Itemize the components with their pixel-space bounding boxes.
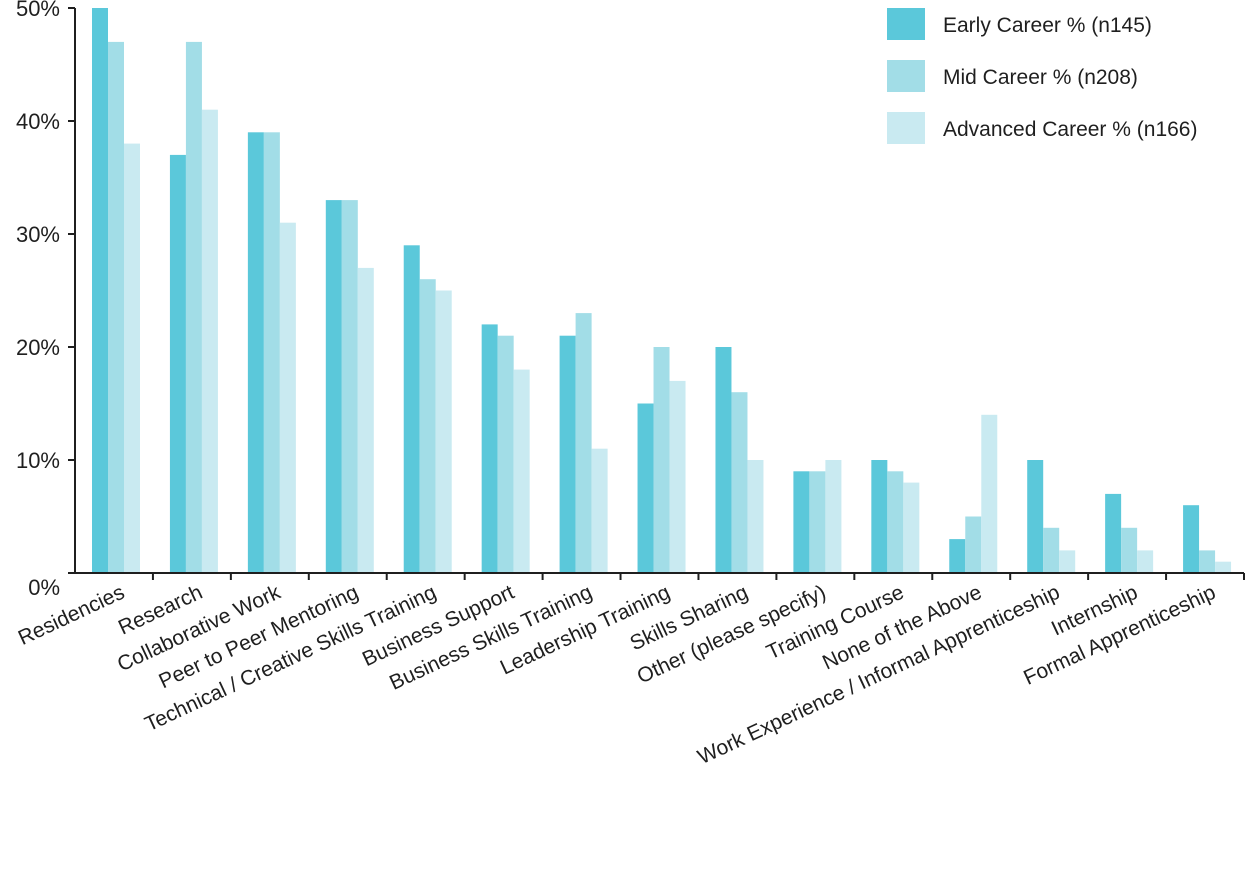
legend-label: Advanced Career % (n166) xyxy=(943,118,1197,141)
bar-1-8 xyxy=(637,403,654,573)
bar-2-12 xyxy=(965,516,982,573)
bar-3-14 xyxy=(1137,550,1154,573)
bar-2-8 xyxy=(653,347,670,573)
bar-2-10 xyxy=(809,471,826,573)
bar-2-7 xyxy=(575,313,592,573)
bar-3-10 xyxy=(825,460,842,573)
bar-3-15 xyxy=(1215,561,1232,573)
bar-2-4 xyxy=(341,200,358,573)
y-tick-label: 0% xyxy=(28,575,60,600)
bar-2-13 xyxy=(1043,527,1060,573)
bar-1-7 xyxy=(559,335,576,573)
bar-2-14 xyxy=(1121,527,1138,573)
bar-2-3 xyxy=(263,132,280,574)
y-tick-label: 10% xyxy=(16,448,60,473)
bar-2-2 xyxy=(185,41,202,573)
bar-3-5 xyxy=(435,290,452,573)
bar-3-3 xyxy=(279,222,296,573)
y-tick-label: 40% xyxy=(16,109,60,134)
bar-1-3 xyxy=(247,132,264,574)
bar-3-12 xyxy=(981,414,998,573)
legend-swatch xyxy=(887,60,925,92)
bar-1-13 xyxy=(1027,460,1044,573)
legend-swatch xyxy=(887,8,925,40)
bar-1-11 xyxy=(871,460,888,573)
bar-2-11 xyxy=(887,471,904,573)
bar-3-1 xyxy=(124,143,140,573)
bar-3-2 xyxy=(201,109,218,573)
legend-swatch xyxy=(887,112,925,144)
bar-2-1 xyxy=(108,41,124,573)
bar-1-15 xyxy=(1183,505,1200,573)
bar-1-2 xyxy=(169,154,186,573)
bar-1-14 xyxy=(1105,493,1122,573)
y-tick-label: 50% xyxy=(16,0,60,21)
axes-group xyxy=(74,8,1244,574)
bar-2-5 xyxy=(419,279,436,573)
bar-1-9 xyxy=(715,347,732,573)
bar-1-6 xyxy=(481,324,498,573)
bar-1-5 xyxy=(403,245,420,574)
y-ticks-group: 0% 10% 20% 30% 40% 50% xyxy=(16,0,75,600)
y-tick-label: 20% xyxy=(16,335,60,360)
bar-1-4 xyxy=(325,200,342,573)
legend: Early Career % (n145) Mid Career % (n208)… xyxy=(887,8,1197,144)
bar-3-6 xyxy=(513,369,530,573)
bar-3-11 xyxy=(903,482,920,573)
bar-3-7 xyxy=(591,448,608,573)
bar-2-6 xyxy=(497,335,514,573)
bars-group xyxy=(92,8,1232,574)
bar-3-13 xyxy=(1059,550,1076,573)
bar-3-4 xyxy=(357,267,374,573)
bar-1-1 xyxy=(92,8,108,573)
bar-1-12 xyxy=(949,539,966,573)
bar-3-8 xyxy=(669,380,686,573)
legend-label: Mid Career % (n208) xyxy=(943,66,1138,89)
bar-1-10 xyxy=(793,471,810,573)
bar-3-9 xyxy=(747,460,764,573)
y-tick-label: 30% xyxy=(16,222,60,247)
bar-2-15 xyxy=(1199,550,1216,573)
bar-2-9 xyxy=(731,392,748,573)
legend-label: Early Career % (n145) xyxy=(943,14,1152,37)
